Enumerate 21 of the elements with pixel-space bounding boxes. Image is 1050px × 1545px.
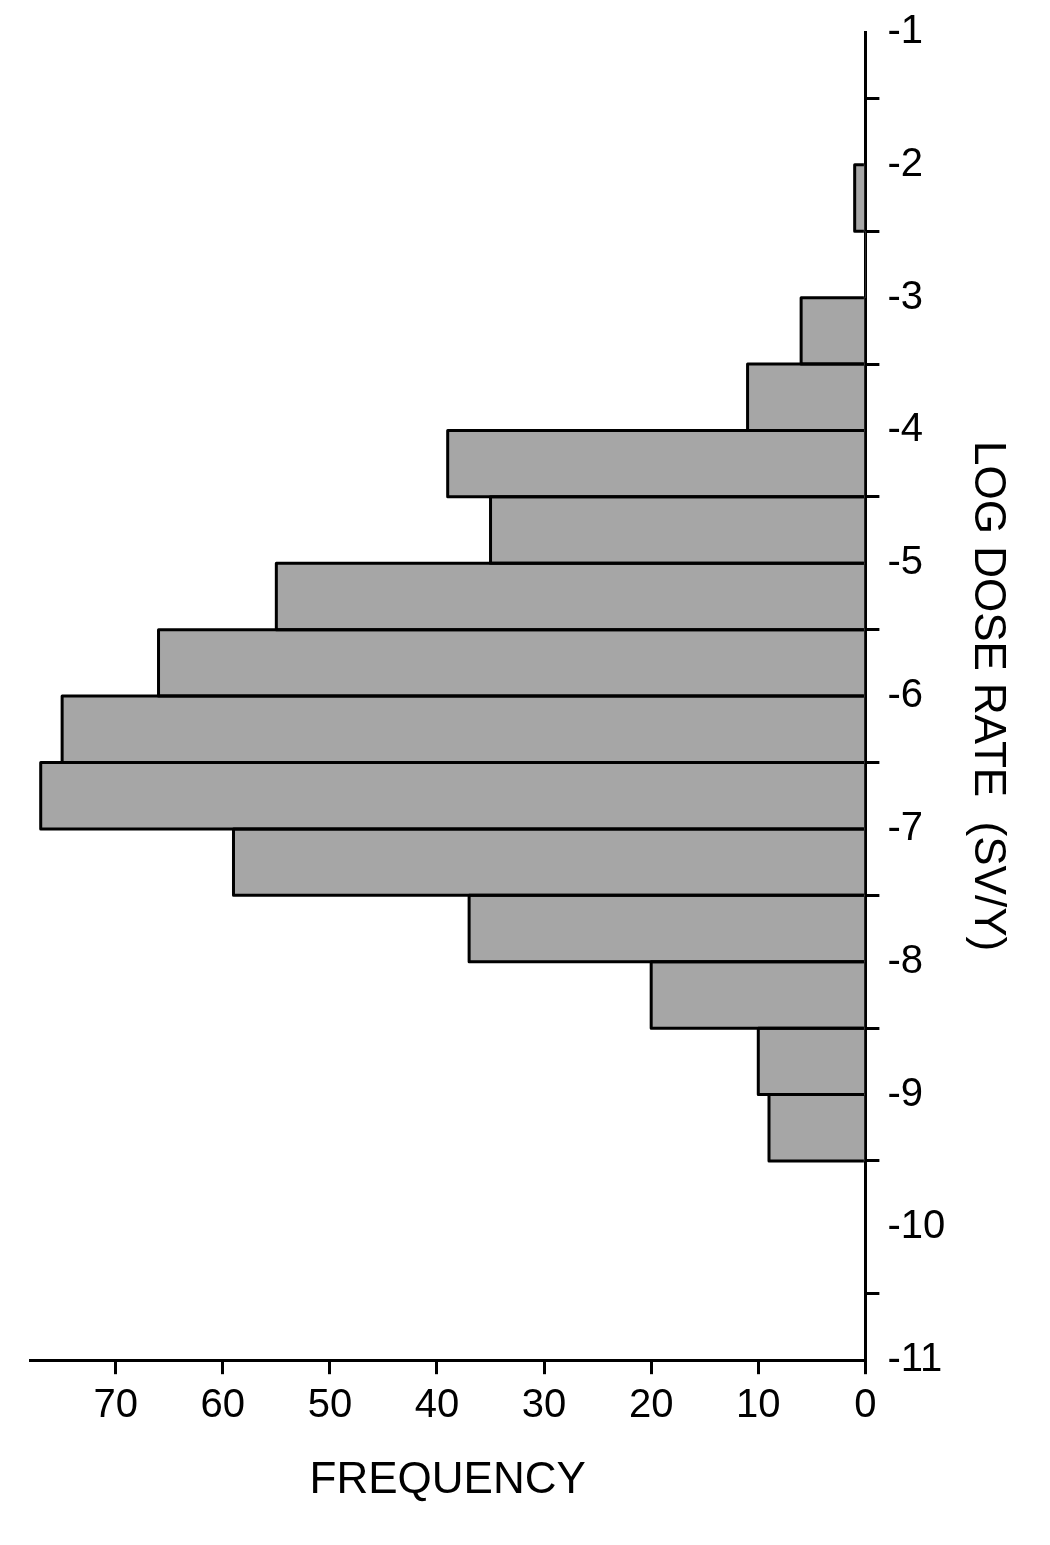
y-tick-label: -11: [887, 1335, 943, 1380]
y-axis-title: LOG DOSE RATE (SV/Y): [966, 441, 1016, 952]
x-tick-label: 60: [200, 1381, 246, 1426]
x-tick-label: 50: [307, 1381, 353, 1426]
y-tick-label: -5: [887, 538, 923, 583]
y-tick-label: -3: [887, 272, 923, 317]
y-tick-label: -8: [887, 936, 923, 981]
y-tick-label: -10: [887, 1202, 946, 1247]
y-tick-label: -4: [887, 405, 923, 450]
x-axis-title: FREQUENCY: [309, 1452, 586, 1502]
y-tick-label: -6: [887, 671, 923, 716]
x-tick-label: 30: [521, 1381, 567, 1426]
x-tick-label: 20: [628, 1381, 674, 1426]
x-tick-label: 70: [93, 1381, 138, 1426]
y-tick-label: -7: [887, 803, 923, 848]
x-tick-label: 0: [854, 1381, 877, 1426]
y-tick-label: -9: [887, 1069, 923, 1114]
x-tick-label: 40: [414, 1381, 460, 1426]
x-tick-label: 10: [736, 1381, 781, 1426]
y-tick-label: -2: [887, 139, 923, 184]
y-tick-label: -1: [887, 7, 923, 52]
